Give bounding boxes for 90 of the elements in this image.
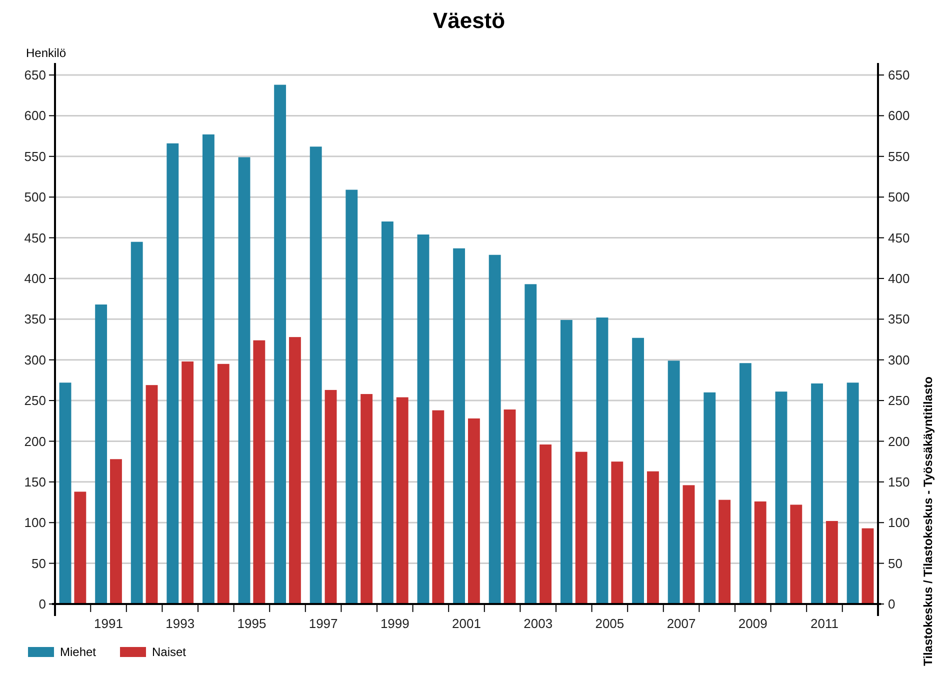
y2-tick-label: 0: [888, 596, 896, 612]
bar: [310, 146, 322, 604]
bar: [453, 248, 466, 604]
y-tick-label: 550: [24, 148, 46, 164]
bar: [74, 492, 86, 604]
y-tick-label: 650: [24, 68, 46, 83]
x-tick-label: 2007: [666, 616, 696, 631]
bar: [110, 459, 122, 604]
x-tick-label: 1995: [237, 616, 266, 631]
bar: [718, 500, 731, 604]
x-tick-label: 1993: [166, 616, 195, 631]
bar: [324, 390, 337, 604]
y2-tick-label: 50: [888, 556, 902, 571]
y-tick-label: 50: [32, 556, 46, 571]
bar: [217, 364, 230, 604]
y-tick-label: 450: [24, 230, 46, 246]
bar: [826, 520, 838, 604]
y-tick-label: 250: [24, 393, 46, 408]
bar: [754, 501, 766, 604]
y2-tick-label: 450: [888, 230, 910, 246]
bar: [862, 528, 874, 604]
bar: [524, 284, 537, 604]
bar: [811, 383, 823, 604]
bar: [417, 234, 430, 604]
x-tick-label: 2009: [738, 616, 768, 631]
y2-tick-label: 400: [888, 271, 910, 286]
bar: [238, 157, 250, 604]
bar: [646, 471, 659, 604]
x-tick-label: 1991: [94, 616, 123, 631]
legend-label: Miehet: [60, 645, 97, 659]
y2-tick-label: 350: [888, 312, 910, 327]
bar: [790, 504, 802, 604]
bar: [253, 340, 266, 604]
bar: [596, 318, 608, 604]
bar: [130, 242, 143, 604]
y-tick-label: 100: [24, 515, 46, 530]
x-tick-label: 2011: [810, 616, 838, 631]
bar: [468, 418, 480, 604]
bar: [540, 444, 552, 604]
y2-tick-label: 500: [888, 190, 910, 205]
bar: [95, 304, 108, 604]
bar: [632, 338, 644, 604]
bar: [611, 462, 624, 604]
y-tick-label: 500: [24, 190, 46, 205]
bar: [846, 382, 859, 604]
y-tick-label: 400: [24, 271, 46, 286]
chart-title: Väestö: [432, 8, 506, 33]
legend-label: Naiset: [152, 645, 187, 659]
bar: [396, 397, 408, 604]
y2-tick-label: 150: [888, 474, 910, 490]
x-tick-label: 2005: [595, 616, 624, 631]
bar: [289, 337, 301, 604]
y-tick-label: 0: [38, 596, 46, 612]
y2-tick-label: 300: [888, 352, 910, 368]
bar: [504, 409, 516, 604]
bar: [775, 392, 788, 604]
bar: [668, 360, 680, 604]
y2-tick-label: 200: [888, 434, 910, 449]
x-tick-label: 2003: [524, 616, 553, 631]
y2-tick-label: 100: [888, 515, 910, 530]
y2-tick-label: 600: [888, 108, 910, 124]
bar: [346, 190, 358, 604]
y2-tick-label: 550: [888, 148, 910, 164]
bar: [146, 385, 158, 604]
x-tick-label: 1999: [380, 616, 410, 631]
bar: [166, 143, 179, 604]
text: Tilastokeskus / Tilastokeskus - Työssäkäyntitilasto: [921, 376, 935, 666]
bar: [560, 320, 572, 604]
bar: [488, 254, 501, 604]
bar: [432, 410, 444, 604]
y-tick-label: 150: [24, 474, 46, 490]
bar: [59, 382, 72, 604]
bar: [381, 221, 394, 604]
y2-tick-label: 650: [888, 68, 910, 83]
bar: [202, 134, 214, 604]
bar: [182, 361, 194, 604]
x-tick-label: 2001: [452, 616, 481, 631]
bar: [682, 485, 695, 604]
bar: [575, 452, 588, 604]
y-tick-label: 300: [24, 352, 46, 368]
bar: [360, 394, 373, 604]
y-tick-label: 600: [24, 108, 46, 124]
y2-tick-label: 250: [888, 393, 910, 408]
bar: [739, 363, 752, 604]
x-tick-label: 1997: [308, 616, 338, 631]
y-tick-label: 350: [24, 312, 46, 327]
bar: [704, 392, 716, 604]
y-axis-title: Henkilö: [26, 46, 66, 60]
bar: [274, 84, 286, 604]
y-tick-label: 200: [24, 434, 46, 449]
